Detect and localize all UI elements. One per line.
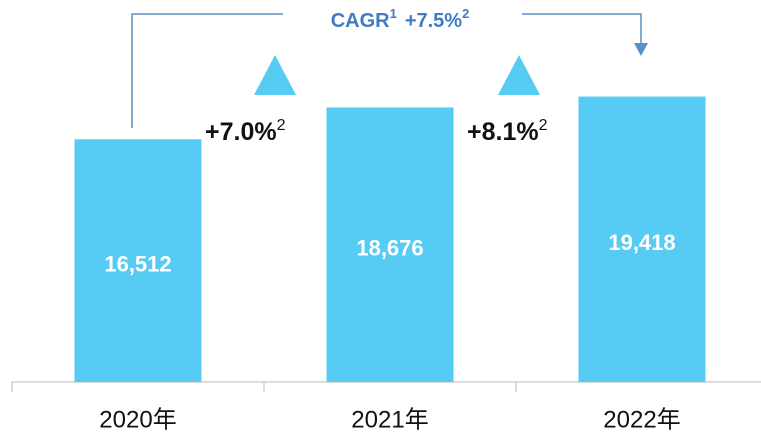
bar [578,96,706,383]
cagr-arrowhead [634,43,648,56]
cagr-note: 1 [390,6,397,21]
x-tick-label: 2022年 [603,406,680,433]
x-tick-label: 2020年 [99,406,176,433]
growth-value: +7.0% [205,118,277,146]
x-tick-label: 2021年 [351,406,428,433]
cagr-value-note: 2 [462,6,469,21]
cagr-line-left [131,13,283,128]
growth-note: 2 [277,117,286,134]
growth-note: 2 [539,117,548,134]
value-label: 16,512 [104,251,171,276]
cagr-value: +7.5% [405,10,462,32]
growth-triangle [254,55,296,95]
growth-label: +8.1%2 [467,117,548,145]
cagr-bracket [131,13,642,128]
growth-triangle [498,55,540,95]
value-label: 18,676 [356,236,423,261]
cagr-line-right [522,13,642,44]
growth-label: +7.0%2 [205,117,286,145]
value-label: 19,418 [608,230,675,255]
bar [326,107,454,382]
growth-value: +8.1% [467,118,539,146]
cagr-label: CAGR1 +7.5%2 [331,6,470,32]
cagr-text: CAGR [331,10,390,32]
bar [74,139,202,382]
